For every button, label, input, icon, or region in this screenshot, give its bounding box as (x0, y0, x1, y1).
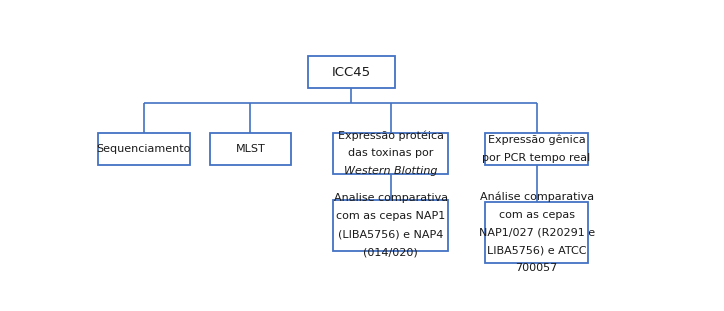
Text: 700057: 700057 (515, 263, 557, 273)
Text: Analise comparativa: Analise comparativa (334, 193, 447, 203)
Text: (LIBA5756) e NAP4: (LIBA5756) e NAP4 (338, 229, 443, 239)
Text: Expressão gênica: Expressão gênica (488, 134, 586, 145)
FancyBboxPatch shape (210, 132, 291, 165)
Text: por PCR tempo real: por PCR tempo real (482, 153, 591, 163)
FancyBboxPatch shape (333, 200, 448, 251)
Text: MLST: MLST (235, 144, 265, 154)
Text: Expressão protéica: Expressão protéica (337, 130, 444, 141)
Text: NAP1/027 (R20291 e: NAP1/027 (R20291 e (479, 227, 594, 238)
FancyBboxPatch shape (308, 56, 395, 88)
FancyBboxPatch shape (98, 132, 190, 165)
Text: ICC45: ICC45 (332, 66, 371, 79)
Text: Western Blotting: Western Blotting (344, 166, 437, 176)
Text: Análise comparativa: Análise comparativa (479, 191, 594, 202)
FancyBboxPatch shape (333, 132, 448, 174)
Text: das toxinas por: das toxinas por (348, 148, 434, 159)
Text: com as cepas NAP1: com as cepas NAP1 (336, 211, 445, 221)
FancyBboxPatch shape (484, 132, 589, 165)
Text: com as cepas: com as cepas (499, 210, 575, 220)
Text: Sequenciamento: Sequenciamento (96, 144, 191, 154)
FancyBboxPatch shape (484, 202, 589, 263)
Text: (014/020): (014/020) (363, 247, 418, 257)
Text: LIBA5756) e ATCC: LIBA5756) e ATCC (487, 245, 586, 255)
